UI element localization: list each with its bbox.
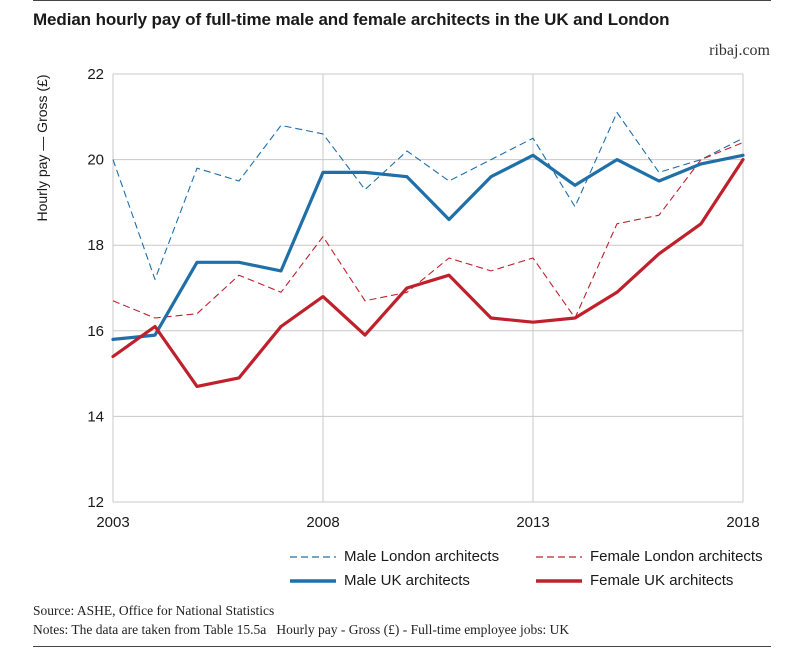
legend-label: Male London architects — [344, 548, 500, 565]
y-tick-label: 22 — [87, 66, 104, 83]
y-axis-ticks: 12 14 16 18 20 22 — [87, 66, 104, 511]
series-line-male-london-architects — [112, 111, 744, 280]
legend-item-female-uk: Female UK architects — [536, 572, 733, 589]
y-tick-label: 18 — [87, 237, 104, 254]
legend-item-female-london: Female London architects — [536, 548, 763, 565]
bottom-rule — [33, 646, 771, 647]
legend-swatch-dashed-red — [536, 555, 582, 558]
chart-series — [111, 111, 745, 388]
x-tick-label: 2018 — [726, 514, 759, 531]
brand-label: ribaj.com — [709, 42, 770, 59]
chart-grid — [112, 73, 744, 503]
series-line-female-uk-architects — [111, 158, 745, 388]
legend-swatch-solid-red — [536, 578, 582, 583]
chart-title: Median hourly pay of full-time male and … — [33, 10, 670, 29]
line-chart: 12 14 16 18 20 22 2003 2008 2013 2018 Hourly pay… — [34, 66, 760, 531]
top-rule — [33, 0, 771, 1]
legend-item-male-uk: Male UK architects — [290, 572, 470, 589]
y-tick-label: 14 — [87, 408, 104, 425]
y-tick-label: 12 — [87, 494, 104, 511]
y-axis-label: Hourly pay — Gross (£) — [34, 74, 50, 221]
legend-label: Female London architects — [590, 548, 763, 565]
legend-swatch-dashed-blue — [290, 555, 336, 558]
notes-text: Notes: The data are taken from Table 15.… — [33, 622, 570, 637]
x-tick-label: 2013 — [516, 514, 549, 531]
legend-item-male-london: Male London architects — [290, 548, 499, 565]
legend-label: Male UK architects — [344, 572, 470, 589]
legend-label: Female UK architects — [590, 572, 734, 589]
y-tick-label: 16 — [87, 323, 104, 340]
legend-swatch-solid-blue — [290, 578, 336, 583]
legend: Male London architects Female London arc… — [290, 548, 780, 598]
y-tick-label: 20 — [87, 152, 104, 169]
source-note: Source: ASHE, Office for National Statis… — [33, 603, 275, 618]
x-tick-label: 2008 — [306, 514, 339, 531]
series-line-male-uk-architects — [111, 153, 745, 341]
x-axis-ticks: 2003 2008 2013 2018 — [96, 514, 759, 531]
x-tick-label: 2003 — [96, 514, 129, 531]
series-line-female-london-architects — [112, 141, 744, 319]
